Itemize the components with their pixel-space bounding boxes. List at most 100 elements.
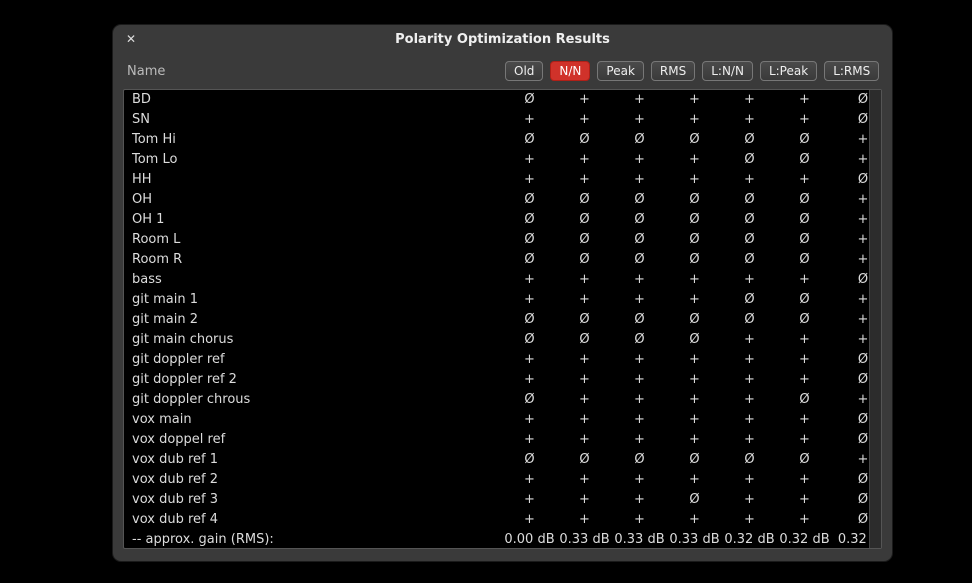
polarity-cell: + — [722, 410, 777, 430]
track-row: Tom HiØØØØØØ+ — [124, 130, 882, 150]
method-button-old[interactable]: Old — [505, 61, 543, 81]
polarity-cell: Ø — [667, 310, 722, 330]
polarity-cell: + — [832, 250, 882, 270]
polarity-cell: Ø — [667, 330, 722, 350]
polarity-cell: Ø — [722, 230, 777, 250]
track-name: BD — [124, 90, 502, 110]
track-name: git doppler ref — [124, 350, 502, 370]
track-row: vox dub ref 4++++++Ø — [124, 510, 882, 530]
track-name: vox dub ref 4 — [124, 510, 502, 530]
polarity-cell: + — [502, 290, 557, 310]
polarity-cell: + — [722, 430, 777, 450]
polarity-cell: Ø — [502, 130, 557, 150]
polarity-cell: + — [502, 430, 557, 450]
track-row: git main 1++++ØØ+ — [124, 290, 882, 310]
polarity-cell: Ø — [557, 310, 612, 330]
track-name: OH 1 — [124, 210, 502, 230]
polarity-cell: Ø — [777, 190, 832, 210]
polarity-cell: + — [612, 290, 667, 310]
method-button-rms[interactable]: RMS — [651, 61, 695, 81]
track-name: vox doppel ref — [124, 430, 502, 450]
polarity-cell: Ø — [777, 250, 832, 270]
track-name: SN — [124, 110, 502, 130]
track-row: bass++++++Ø — [124, 270, 882, 290]
polarity-cell: Ø — [557, 450, 612, 470]
polarity-cell: + — [667, 510, 722, 530]
polarity-cell: + — [612, 430, 667, 450]
method-button-nn[interactable]: N/N — [550, 61, 590, 81]
method-button-lpeak[interactable]: L:Peak — [760, 61, 817, 81]
polarity-cell: Ø — [777, 210, 832, 230]
polarity-cell: + — [612, 110, 667, 130]
polarity-cell: Ø — [832, 270, 882, 290]
polarity-cell: Ø — [557, 330, 612, 350]
polarity-cell: Ø — [612, 210, 667, 230]
track-name: Room R — [124, 250, 502, 270]
track-row: Tom Lo++++ØØ+ — [124, 150, 882, 170]
polarity-cell: + — [667, 150, 722, 170]
polarity-cell: + — [612, 390, 667, 410]
polarity-cell: Ø — [832, 470, 882, 490]
polarity-cell: Ø — [777, 290, 832, 310]
polarity-cell: Ø — [777, 450, 832, 470]
track-name: git main 1 — [124, 290, 502, 310]
polarity-cell: + — [777, 370, 832, 390]
gain-value: 0.32 dB — [832, 530, 882, 549]
polarity-cell: Ø — [832, 490, 882, 510]
polarity-cell: + — [667, 470, 722, 490]
polarity-cell: + — [502, 350, 557, 370]
polarity-cell: + — [502, 170, 557, 190]
polarity-cell: Ø — [667, 250, 722, 270]
polarity-cell: + — [502, 410, 557, 430]
track-row: Room RØØØØØØ+ — [124, 250, 882, 270]
polarity-cell: Ø — [667, 230, 722, 250]
track-name: Room L — [124, 230, 502, 250]
polarity-cell: Ø — [502, 390, 557, 410]
polarity-cell: Ø — [722, 190, 777, 210]
polarity-cell: Ø — [832, 410, 882, 430]
track-row: git doppler ref 2++++++Ø — [124, 370, 882, 390]
polarity-cell: Ø — [502, 210, 557, 230]
track-row: OH 1ØØØØØØ+ — [124, 210, 882, 230]
polarity-cell: + — [667, 270, 722, 290]
polarity-cell: + — [557, 150, 612, 170]
polarity-cell: Ø — [722, 310, 777, 330]
method-button-lrms[interactable]: L:RMS — [824, 61, 879, 81]
track-row: vox doppel ref++++++Ø — [124, 430, 882, 450]
polarity-cell: + — [832, 210, 882, 230]
polarity-cell: + — [502, 510, 557, 530]
polarity-cell: + — [502, 150, 557, 170]
polarity-cell: + — [832, 190, 882, 210]
track-row: Room LØØØØØØ+ — [124, 230, 882, 250]
method-button-lnn[interactable]: L:N/N — [702, 61, 753, 81]
polarity-cell: + — [777, 350, 832, 370]
polarity-cell: + — [612, 470, 667, 490]
polarity-cell: + — [612, 90, 667, 110]
column-header-name: Name — [127, 64, 505, 79]
gain-row: -- approx. gain (RMS):0.00 dB0.33 dB0.33… — [124, 530, 882, 549]
polarity-cell: + — [557, 510, 612, 530]
gain-value: 0.32 dB — [722, 530, 777, 549]
polarity-cell: + — [777, 470, 832, 490]
polarity-cell: Ø — [612, 190, 667, 210]
polarity-cell: + — [722, 390, 777, 410]
polarity-cell: Ø — [722, 130, 777, 150]
polarity-cell: + — [502, 470, 557, 490]
polarity-cell: Ø — [667, 210, 722, 230]
track-name: HH — [124, 170, 502, 190]
polarity-cell: Ø — [502, 310, 557, 330]
track-name: git main 2 — [124, 310, 502, 330]
close-icon[interactable]: ✕ — [123, 31, 139, 47]
polarity-cell: Ø — [667, 190, 722, 210]
track-row: vox dub ref 2++++++Ø — [124, 470, 882, 490]
polarity-cell: Ø — [502, 250, 557, 270]
polarity-cell: Ø — [777, 230, 832, 250]
polarity-cell: + — [557, 390, 612, 410]
track-name: Tom Lo — [124, 150, 502, 170]
polarity-cell: + — [777, 430, 832, 450]
polarity-cell: Ø — [832, 170, 882, 190]
polarity-cell: Ø — [557, 190, 612, 210]
gain-label: -- approx. gain (RMS): — [124, 530, 502, 549]
method-button-peak[interactable]: Peak — [597, 61, 644, 81]
polarity-cell: + — [557, 270, 612, 290]
